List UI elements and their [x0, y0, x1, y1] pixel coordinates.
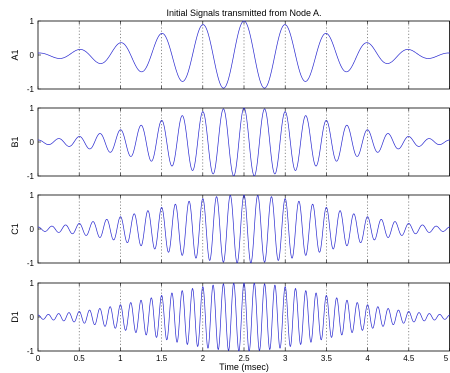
- x-tick-label: 0: [36, 354, 41, 363]
- panel-a1: 1 0 -1 A1: [10, 17, 450, 94]
- y-axis-label: B1: [10, 136, 20, 147]
- y-tick-label: 0: [30, 313, 35, 322]
- y-tick-label: 0: [30, 51, 35, 60]
- x-tick-label: 0.5: [74, 354, 86, 363]
- y-axis-label: C1: [10, 223, 20, 235]
- y-axis-label: A1: [10, 49, 20, 60]
- signal-line-b1: [38, 107, 450, 177]
- y-axis-label: D1: [10, 311, 20, 323]
- signal-line-c1: [38, 194, 450, 264]
- panel-d1: 1 0 -1 D1: [10, 279, 450, 356]
- y-tick-label: 1: [30, 17, 35, 26]
- x-tick-label: 2: [201, 354, 206, 363]
- panel-b1: 1 0 -1 B1: [10, 104, 450, 181]
- y-tick-label: 1: [30, 279, 35, 288]
- panel-c1: 1 0 -1 C1: [10, 191, 450, 268]
- x-tick-label: 4.5: [403, 354, 415, 363]
- x-tick-label: 1: [118, 354, 123, 363]
- signal-line-a1: [37, 20, 450, 89]
- y-tick-label: -1: [27, 347, 35, 356]
- x-tick-label: 2.5: [238, 354, 250, 363]
- x-tick-label: 1.5: [156, 354, 168, 363]
- x-tick-label: 5: [444, 354, 449, 363]
- y-tick-label: 0: [30, 138, 35, 147]
- x-tick-label: 4: [365, 354, 370, 363]
- figure-title: Initial Signals transmitted from Node A.: [166, 8, 321, 18]
- y-tick-label: -1: [27, 259, 35, 268]
- y-tick-label: 1: [30, 104, 35, 113]
- y-tick-label: 0: [30, 225, 35, 234]
- y-tick-label: 1: [30, 191, 35, 200]
- signal-line-d1: [38, 282, 450, 352]
- x-axis-label: Time (msec): [219, 362, 269, 372]
- y-tick-label: -1: [27, 172, 35, 181]
- x-tick-label: 3.5: [321, 354, 333, 363]
- y-tick-label: -1: [27, 85, 35, 94]
- x-tick-label: 3: [283, 354, 288, 363]
